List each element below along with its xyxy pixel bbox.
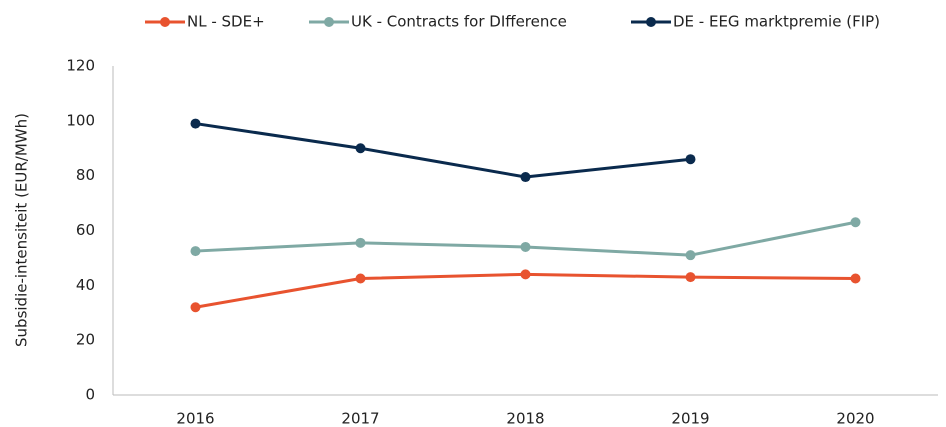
x-tick-label: 2018 bbox=[506, 410, 544, 427]
y-tick-label: 60 bbox=[76, 221, 95, 239]
x-tick-label: 2017 bbox=[341, 410, 379, 427]
data-point bbox=[355, 143, 366, 154]
y-tick-label: 100 bbox=[66, 111, 95, 129]
y-tick-label: 0 bbox=[85, 386, 95, 404]
legend-marker bbox=[646, 17, 656, 27]
data-point bbox=[190, 246, 201, 257]
x-tick-label: 2019 bbox=[671, 410, 709, 427]
y-tick-label: 80 bbox=[76, 166, 95, 184]
data-point bbox=[850, 217, 861, 228]
data-point bbox=[520, 172, 531, 183]
data-point bbox=[355, 273, 366, 284]
legend-marker bbox=[324, 17, 334, 27]
y-tick-label: 40 bbox=[76, 276, 95, 294]
legend-marker bbox=[160, 17, 170, 27]
data-point bbox=[520, 269, 531, 280]
data-point bbox=[685, 250, 696, 261]
x-tick-label: 2020 bbox=[836, 410, 874, 427]
series-line bbox=[195, 122, 691, 179]
data-point bbox=[190, 302, 201, 313]
legend-label: UK - Contracts for DIfference bbox=[351, 13, 567, 31]
legend-label: DE - EEG marktpremie (FIP) bbox=[673, 13, 880, 31]
data-point bbox=[190, 118, 201, 129]
legend-label: NL - SDE+ bbox=[187, 13, 265, 31]
y-tick-label: 20 bbox=[76, 331, 95, 349]
data-point bbox=[685, 272, 696, 283]
data-point bbox=[355, 237, 366, 248]
data-point bbox=[850, 273, 861, 284]
y-tick-label: 120 bbox=[66, 57, 95, 75]
y-axis-title: Subsidie-intensiteit (EUR/MWh) bbox=[13, 113, 31, 347]
data-point bbox=[685, 154, 696, 165]
data-point bbox=[520, 241, 531, 252]
x-tick-label: 2016 bbox=[176, 410, 214, 427]
